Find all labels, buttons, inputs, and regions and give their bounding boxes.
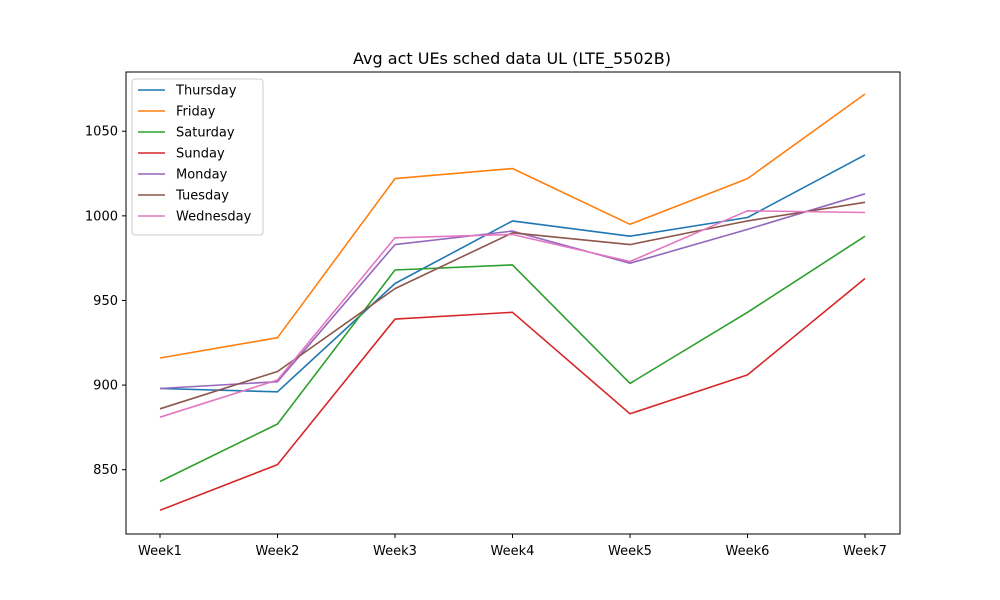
legend-label-saturday: Saturday xyxy=(176,126,235,141)
y-tick-label: 1000 xyxy=(85,209,118,224)
series-line-sunday xyxy=(159,277,866,512)
y-tick-label: 850 xyxy=(93,463,118,478)
legend-box xyxy=(131,78,264,236)
y-tick-label: 900 xyxy=(93,379,118,394)
y-tick-label: 950 xyxy=(93,294,118,309)
legend-label-wednesday: Wednesday xyxy=(176,210,252,225)
series-line-saturday xyxy=(159,235,866,483)
x-tick-label: Week3 xyxy=(373,544,417,559)
series-line-thursday xyxy=(159,154,866,393)
series-line-friday xyxy=(159,93,866,359)
axes-layer: Week1 Week2 Week3 Week4 Week5 Week6 Week7 850 90… xyxy=(85,71,901,559)
series-line-tuesday xyxy=(159,201,866,410)
x-tick-label: Week7 xyxy=(843,544,887,559)
legend-label-tuesday: Tuesday xyxy=(175,189,229,204)
x-tick-label: Week1 xyxy=(138,544,182,559)
x-tick-label: Week5 xyxy=(608,544,652,559)
series-layer xyxy=(159,93,866,512)
legend-label-thursday: Thursday xyxy=(175,84,237,99)
legend-label-sunday: Sunday xyxy=(176,147,225,162)
legend-label-friday: Friday xyxy=(176,105,216,120)
legend: Thursday Friday Saturday Sunday Monday Tuesda… xyxy=(131,78,264,236)
series-line-monday xyxy=(159,193,866,390)
x-tick-label: Week2 xyxy=(256,544,300,559)
legend-label-monday: Monday xyxy=(176,168,228,183)
x-tick-label: Week4 xyxy=(491,544,535,559)
chart-title: Avg act UEs sched data UL (LTE_5502B) xyxy=(353,49,671,69)
x-tick-label: Week6 xyxy=(726,544,770,559)
y-tick-label: 1050 xyxy=(85,125,118,140)
series-line-wednesday xyxy=(159,210,866,418)
